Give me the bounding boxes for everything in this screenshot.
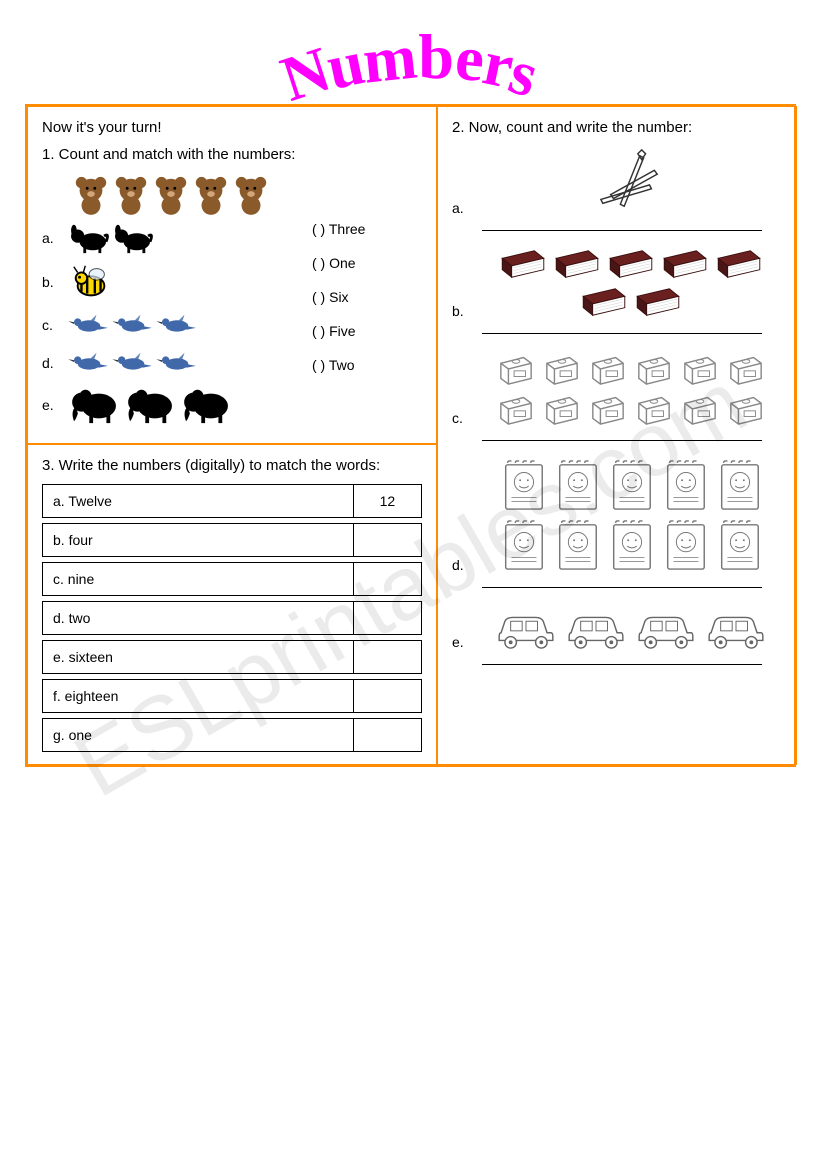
q1-row-icons xyxy=(68,261,114,303)
q1-row-icons xyxy=(68,221,154,255)
q2-answer-line[interactable] xyxy=(482,664,762,665)
table-row: f. eighteen xyxy=(43,680,422,713)
q1-row: e. xyxy=(42,385,292,425)
q1-match-option[interactable]: ( ) Two xyxy=(312,357,422,373)
q2-item-icons xyxy=(480,146,782,216)
q3-table: a. Twelve12 b. four c. nine d. two e. sixtee… xyxy=(42,484,422,752)
q2-item: e. xyxy=(452,604,782,665)
q2-answer-line[interactable] xyxy=(482,587,762,588)
q2-answer-line[interactable] xyxy=(482,440,762,441)
q1-row: c. xyxy=(42,309,292,341)
q2-item: d. xyxy=(452,457,782,588)
panel-q1: Now it's your turn! 1. Count and match w… xyxy=(27,106,437,444)
table-row: d. two xyxy=(43,602,422,635)
q1-row-label: b. xyxy=(42,274,60,290)
q1-instruction: 1. Count and match with the numbers: xyxy=(42,146,422,163)
table-row: c. nine xyxy=(43,563,422,596)
q2-item-icons xyxy=(480,457,782,573)
q1-match-option[interactable]: ( ) One xyxy=(312,255,422,271)
q2-item: b. xyxy=(452,247,782,334)
q3-answer-cell[interactable] xyxy=(353,524,421,557)
q2-item: a. xyxy=(452,146,782,231)
q3-word-cell: g. one xyxy=(43,719,354,752)
q1-row: d. xyxy=(42,347,292,379)
q2-item-icons xyxy=(480,604,782,650)
panel-q2: 2. Now, count and write the number: a. b.… xyxy=(437,106,797,765)
q1-row-icons xyxy=(68,309,198,341)
q2-item-label: b. xyxy=(452,303,470,319)
q2-answer-line[interactable] xyxy=(482,333,762,334)
worksheet-grid: Now it's your turn! 1. Count and match w… xyxy=(25,104,796,767)
q3-answer-cell[interactable]: 12 xyxy=(353,485,421,518)
q3-answer-cell[interactable] xyxy=(353,602,421,635)
q1-row-icons xyxy=(68,385,234,425)
q2-answer-line[interactable] xyxy=(482,230,762,231)
q2-item-label: e. xyxy=(452,634,470,650)
q2-instruction: 2. Now, count and write the number: xyxy=(452,119,782,136)
q3-word-cell: d. two xyxy=(43,602,354,635)
table-row: g. one xyxy=(43,719,422,752)
table-row: a. Twelve12 xyxy=(43,485,422,518)
q2-item-label: d. xyxy=(452,557,470,573)
q3-answer-cell[interactable] xyxy=(353,680,421,713)
q3-instruction: 3. Write the numbers (digitally) to matc… xyxy=(42,457,422,474)
q1-options: ( ) Three ( ) One ( ) Six ( ) Five ( ) Two xyxy=(312,173,422,431)
q1-row-label: d. xyxy=(42,355,60,371)
q3-answer-cell[interactable] xyxy=(353,719,421,752)
q1-row-label: e. xyxy=(42,397,60,413)
q1-row-icons xyxy=(68,347,198,379)
q2-item-icons xyxy=(480,350,782,426)
page-title: Numbers xyxy=(0,0,821,104)
panel-q3: 3. Write the numbers (digitally) to matc… xyxy=(27,444,437,765)
q3-word-cell: c. nine xyxy=(43,563,354,596)
q3-word-cell: f. eighteen xyxy=(43,680,354,713)
q1-top-icons xyxy=(72,173,292,215)
q1-row-label: c. xyxy=(42,317,60,333)
q1-row: a. xyxy=(42,221,292,255)
q3-answer-cell[interactable] xyxy=(353,563,421,596)
q1-row-label: a. xyxy=(42,230,60,246)
q2-item-icons xyxy=(480,247,782,319)
q2-item: c. xyxy=(452,350,782,441)
intro-text: Now it's your turn! xyxy=(42,119,422,136)
q3-word-cell: e. sixteen xyxy=(43,641,354,674)
q2-item-label: c. xyxy=(452,410,470,426)
q1-row: b. xyxy=(42,261,292,303)
q3-word-cell: a. Twelve xyxy=(43,485,354,518)
q1-match-option[interactable]: ( ) Five xyxy=(312,323,422,339)
q1-match-option[interactable]: ( ) Three xyxy=(312,221,422,237)
q1-items: a. b. c. d. e. xyxy=(42,173,292,431)
q3-word-cell: b. four xyxy=(43,524,354,557)
q3-answer-cell[interactable] xyxy=(353,641,421,674)
q1-match-option[interactable]: ( ) Six xyxy=(312,289,422,305)
table-row: b. four xyxy=(43,524,422,557)
q2-item-label: a. xyxy=(452,200,470,216)
table-row: e. sixteen xyxy=(43,641,422,674)
